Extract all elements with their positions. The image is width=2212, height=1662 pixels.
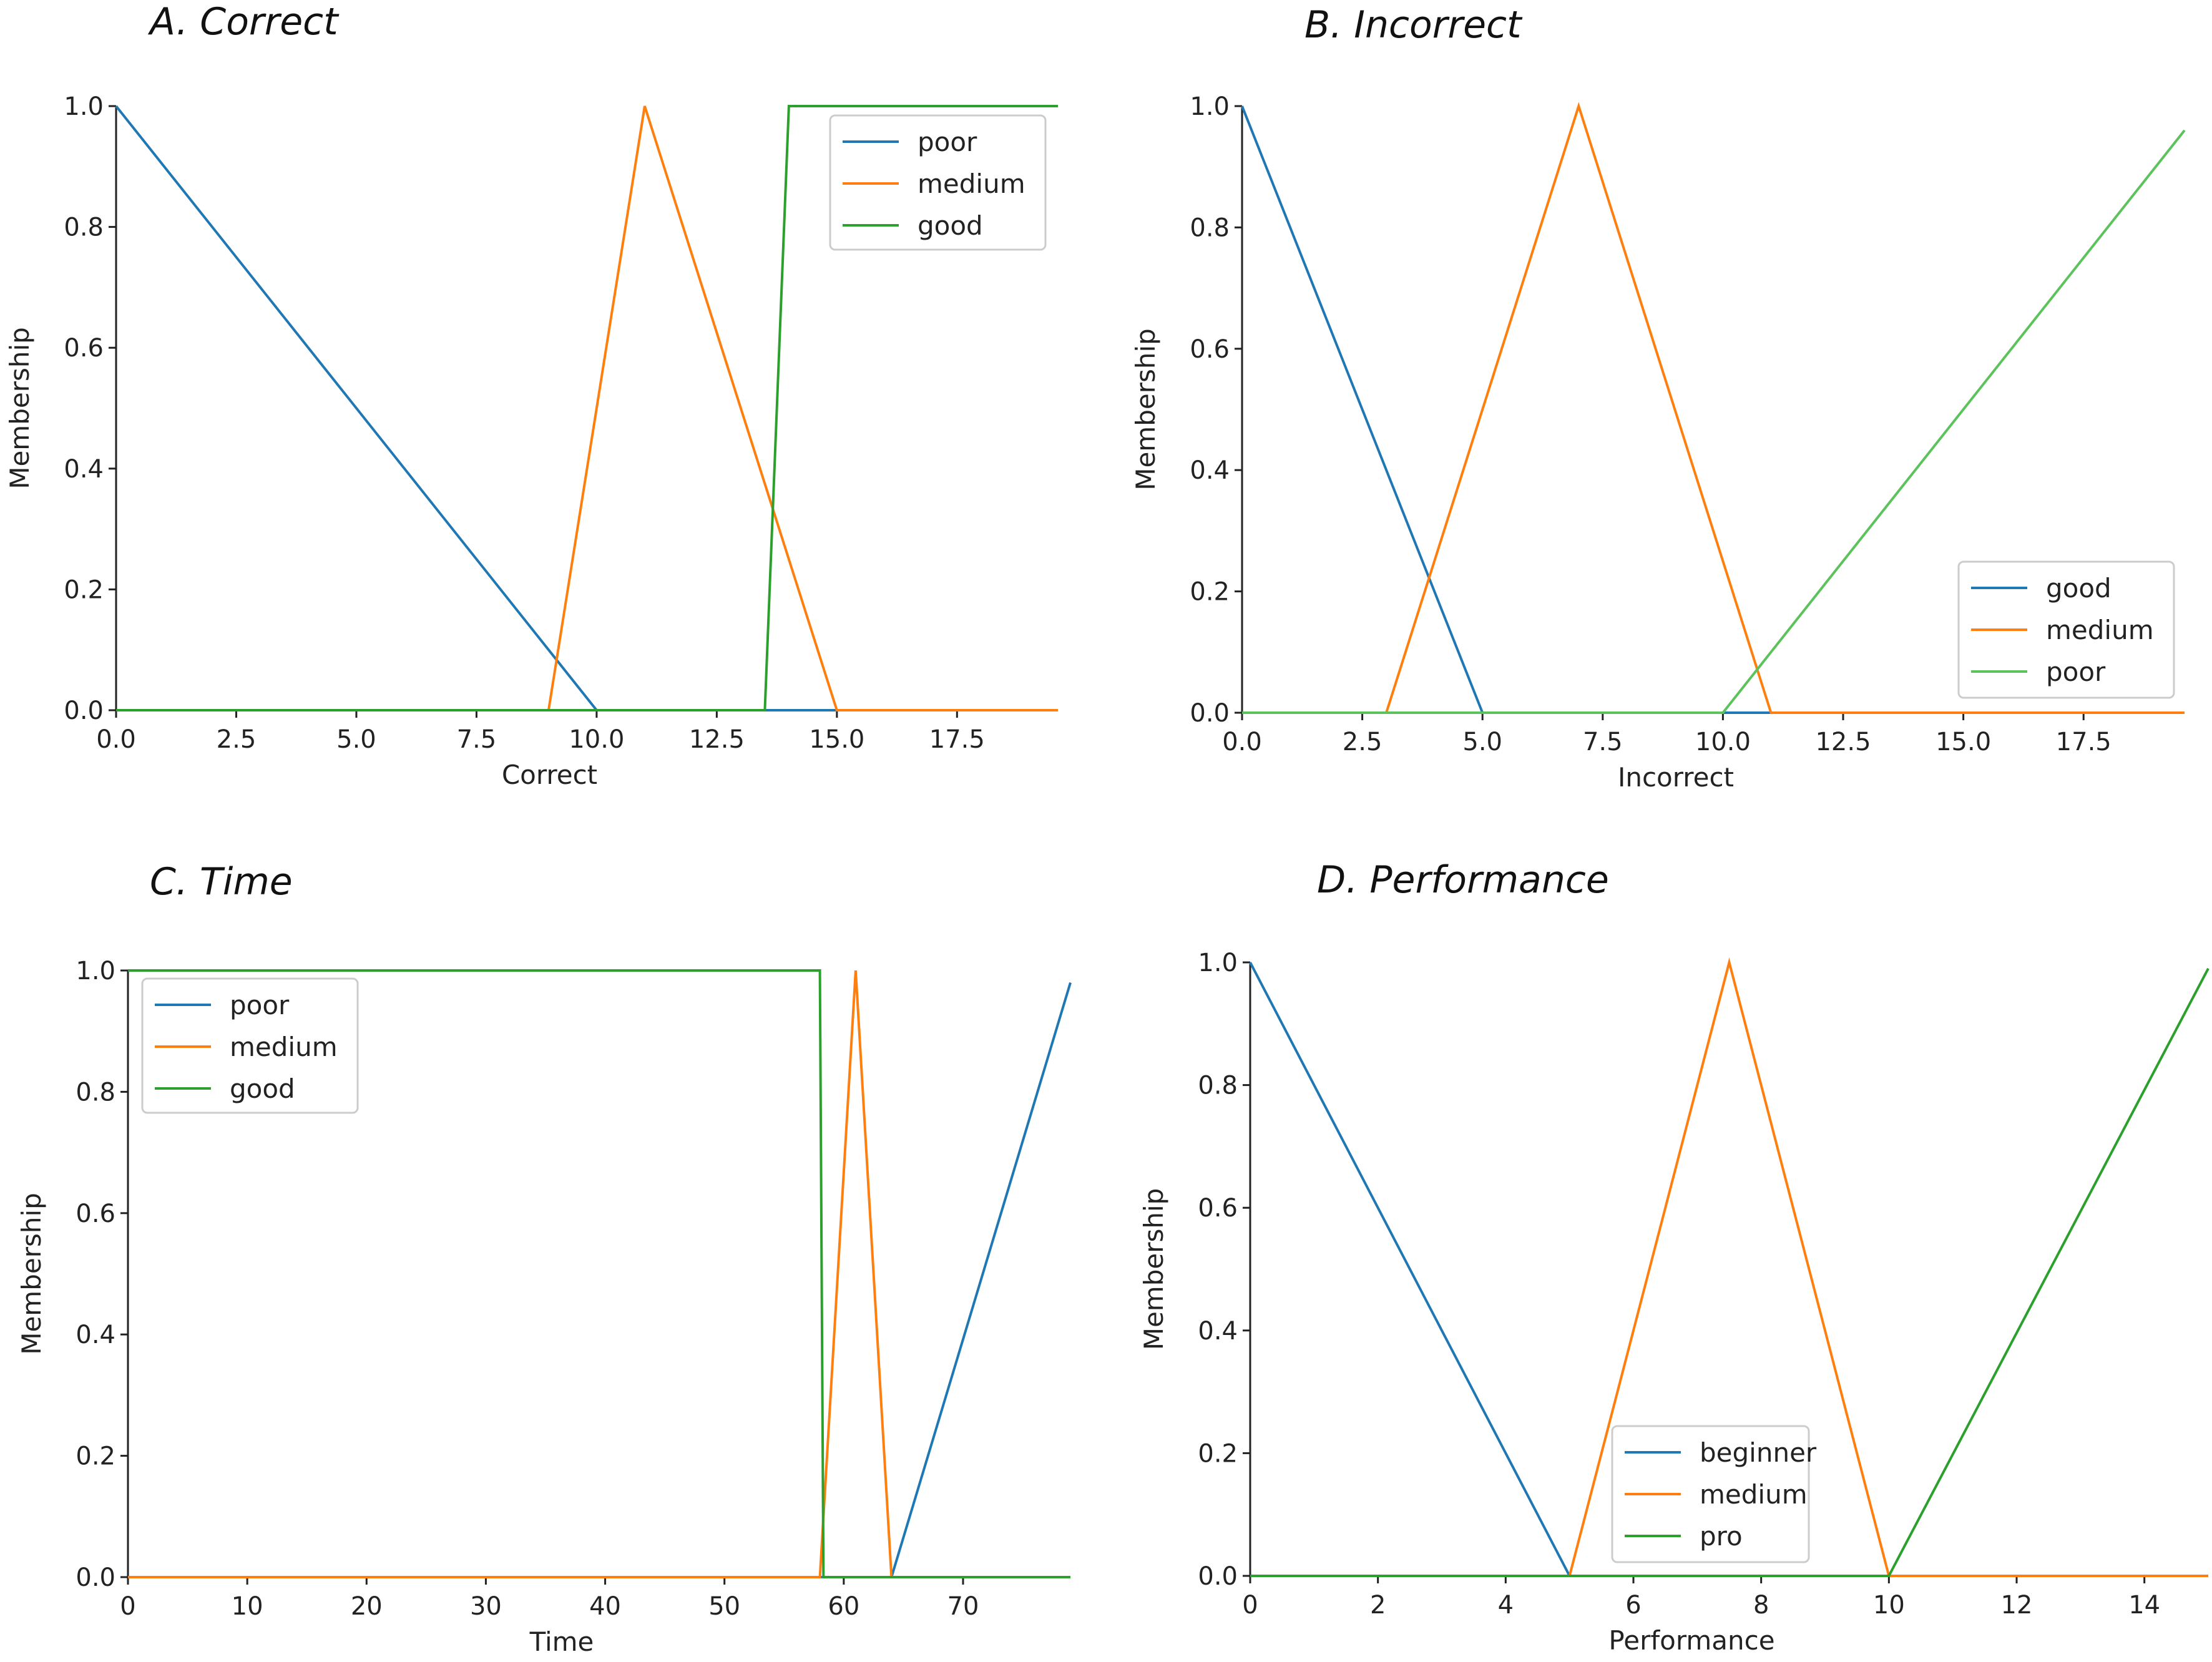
x-tick-label: 2.5 [217,725,257,754]
legend-label: poor [918,127,977,157]
x-axis-label: Time [529,1626,594,1657]
legend-box [829,114,1047,251]
x-tick-label: 15.0 [809,725,864,754]
series-line-poor [1242,129,2186,714]
y-tick-label: 0.8 [64,213,104,242]
x-tick-label: 10.0 [1695,728,1751,756]
y-tick-label: 0.6 [76,1200,115,1228]
y-tick-label: 0.2 [1198,1439,1238,1468]
chart-title-c: C. Time [150,860,293,904]
y-tick-label: 0.2 [76,1442,115,1471]
chart-title-a: A. Correct [150,0,338,44]
x-tick-label: 17.5 [2056,728,2112,756]
y-axis-label: Membership [4,327,35,489]
chart-D: 0 2 4 6 8 10 12 14 0.0 0.2 0.4 0.6 0.8 1.0 Performance… [1138,949,2210,1656]
x-tick-label: 7.5 [457,725,497,754]
x-tick-label: 10 [1873,1591,1905,1620]
x-tick-label: 12.5 [689,725,745,754]
series-line-good [116,105,1058,711]
x-axis-label: Correct [502,760,597,790]
legend: beginner medium pro [1611,1425,1817,1563]
x-tick-label: 12 [2001,1591,2033,1620]
chart-title-b: B. Incorrect [1304,3,1522,47]
y-axis-label: Membership [1138,1188,1169,1351]
x-tick-label: 15.0 [1936,728,1991,756]
y-tick-label: 0.4 [64,455,104,484]
x-tick-label: 70 [947,1592,979,1621]
legend-label: medium [918,169,1025,199]
x-tick-label: 0.0 [96,725,136,754]
x-tick-label: 17.5 [929,725,985,754]
y-tick-label: 0.8 [1190,213,1230,242]
x-tick-label: 4 [1498,1591,1514,1620]
y-tick-label: 0.4 [1198,1317,1238,1346]
x-tick-label: 2 [1370,1591,1386,1620]
y-tick-label: 0.2 [1190,578,1230,607]
legend-label: good [2046,573,2112,604]
x-tick-label: 50 [708,1592,740,1621]
y-tick-label: 0.4 [1190,456,1230,485]
chart-A: 0.0 2.5 5.0 7.5 10.0 12.5 15.0 17.5 0.0 0.2 0.4 0.6… [4,92,1058,790]
legend-box [1611,1425,1810,1563]
x-tick-label: 5.0 [1462,728,1502,756]
x-tick-label: 8 [1753,1591,1769,1620]
x-axis-label: Performance [1608,1625,1774,1656]
series-line-good [128,969,1070,1578]
legend: poor medium good [829,114,1047,251]
legend-label: medium [230,1032,338,1062]
y-tick-label: 1.0 [76,957,115,985]
legend-label: poor [230,990,290,1020]
legend-label: beginner [1700,1437,1817,1468]
y-tick-label: 0.0 [1198,1562,1238,1591]
y-tick-label: 1.0 [64,92,104,121]
x-tick-label: 12.5 [1815,728,1871,756]
x-tick-label: 60 [828,1592,859,1621]
y-axis-label: Membership [16,1193,47,1355]
legend-label: good [918,210,983,241]
x-tick-label: 0 [1242,1591,1258,1620]
y-tick-label: 0.6 [1198,1194,1238,1223]
x-tick-label: 6 [1625,1591,1641,1620]
legend-label: pro [1700,1521,1743,1552]
x-tick-label: 10.0 [569,725,624,754]
y-tick-label: 0.0 [76,1563,115,1592]
y-tick-label: 0.4 [76,1321,115,1349]
x-axis-label: Incorrect [1618,762,1734,793]
legend: good medium poor [1957,560,2175,699]
x-tick-label: 5.0 [336,725,376,754]
x-tick-label: 14 [2128,1591,2160,1620]
legend-label: poor [2046,657,2106,687]
x-tick-label: 10 [232,1592,263,1621]
legend-label: good [230,1073,295,1104]
y-tick-label: 0.0 [64,697,104,725]
x-tick-label: 0 [120,1592,135,1621]
x-tick-label: 40 [589,1592,621,1621]
legend: poor medium good [141,977,359,1114]
chart-title-d: D. Performance [1317,858,1609,902]
legend-box [1957,560,2175,699]
x-tick-label: 0.0 [1222,728,1262,756]
y-tick-label: 1.0 [1198,949,1238,977]
x-tick-label: 30 [470,1592,502,1621]
x-tick-label: 2.5 [1343,728,1382,756]
x-tick-label: 7.5 [1583,728,1623,756]
y-tick-label: 0.0 [1190,699,1230,728]
y-tick-label: 0.6 [1190,335,1230,364]
chart-C: 0 10 20 30 40 50 60 70 0.0 0.2 0.4 0.6 0.8 1.0 Time Mem… [16,957,1072,1657]
y-tick-label: 0.2 [64,575,104,604]
y-tick-label: 1.0 [1190,92,1230,121]
series-line-pro [1250,967,2210,1577]
y-tick-label: 0.8 [76,1078,115,1107]
y-axis-label: Membership [1130,328,1161,491]
x-tick-label: 20 [351,1592,383,1621]
chart-B: 0.0 2.5 5.0 7.5 10.0 12.5 15.0 17.5 0.0 0.2 0.4 0.6… [1130,92,2186,793]
legend-box [141,977,359,1114]
y-tick-label: 0.6 [64,334,104,363]
y-tick-label: 0.8 [1198,1072,1238,1100]
legend-label: medium [1700,1479,1808,1510]
legend-label: medium [2046,615,2154,645]
